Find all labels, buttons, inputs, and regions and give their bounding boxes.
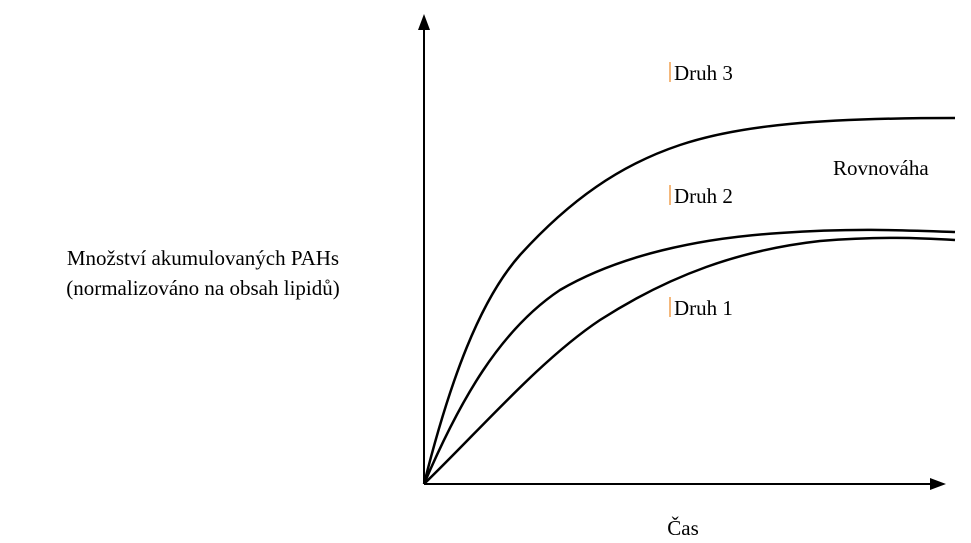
annotation: Rovnováha [833,156,929,180]
curve-label: Druh 2 [674,184,733,208]
y-axis-label: (normalizováno na obsah lipidů) [66,276,340,300]
curve [423,236,956,485]
y-axis-arrow [418,14,430,30]
x-axis-label: Čas [667,516,699,540]
curve [422,228,956,485]
curve-label: Druh 3 [674,61,733,85]
curve-label: Druh 1 [674,296,733,320]
x-axis-arrow [930,478,946,490]
y-axis-label: Množství akumulovaných PAHs [67,246,339,270]
curve [422,116,956,485]
